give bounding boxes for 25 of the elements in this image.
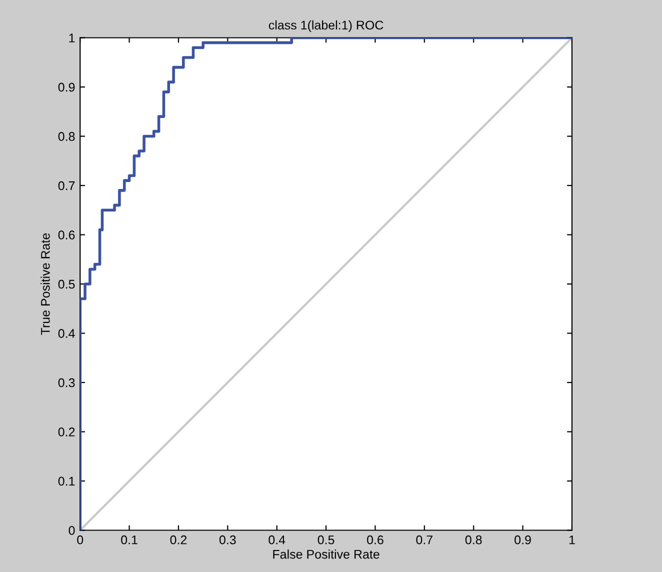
x-tick-label: 0.7 bbox=[416, 535, 432, 544]
x-tick-label: 0.6 bbox=[367, 535, 384, 544]
y-tick-label: 0.3 bbox=[58, 378, 75, 388]
x-tick-label: 0.5 bbox=[318, 535, 334, 544]
x-axis-title: False Positive Rate bbox=[273, 550, 380, 559]
chart-title: class 1(label:1) ROC bbox=[268, 20, 384, 32]
y-tick-label: 1 bbox=[69, 34, 75, 42]
y-tick-label: 0.8 bbox=[58, 132, 75, 141]
x-tick-label: 0.4 bbox=[268, 535, 286, 544]
y-tick-label: 0.7 bbox=[58, 181, 75, 190]
x-tick-label: 0.2 bbox=[170, 535, 187, 544]
y-tick-label: 0.5 bbox=[58, 280, 75, 289]
y-tick-label: 0.4 bbox=[58, 329, 75, 338]
x-tick-label: 1 bbox=[569, 536, 575, 544]
y-tick-label: 0.1 bbox=[58, 476, 75, 486]
x-tick-label: 0.3 bbox=[219, 535, 236, 544]
y-tick-label: 0.2 bbox=[58, 428, 75, 436]
y-tick-label: 0 bbox=[68, 526, 75, 535]
y-tick-label: 0.9 bbox=[58, 82, 75, 92]
x-tick-label: 0.8 bbox=[465, 535, 482, 544]
y-axis-title: True Positive Rate bbox=[40, 233, 50, 335]
x-tick-label: 0 bbox=[77, 535, 84, 544]
y-tick-label: 0.6 bbox=[58, 230, 75, 240]
x-tick-label: 0.9 bbox=[514, 535, 531, 544]
x-tick-label: 0.1 bbox=[121, 535, 138, 544]
